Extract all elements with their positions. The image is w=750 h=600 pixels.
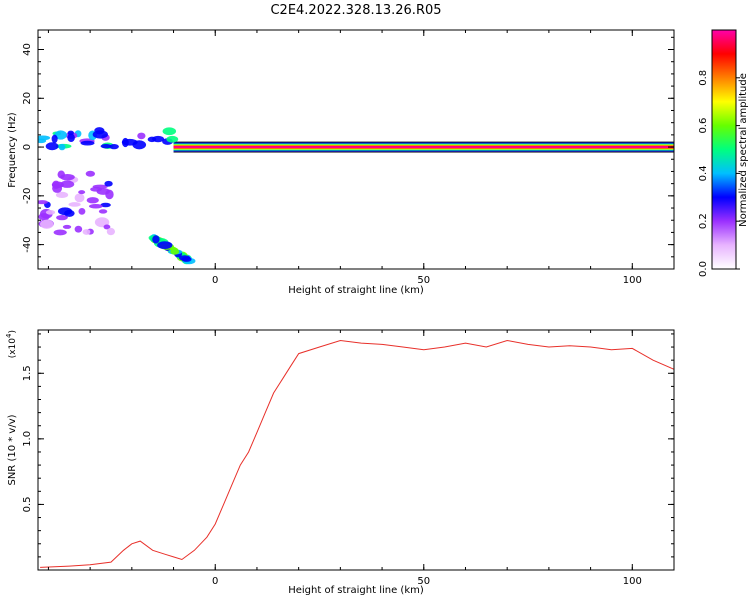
heat-blob (54, 130, 67, 140)
heat-blob (162, 127, 177, 136)
scale-prefix: (x10 (8, 338, 18, 359)
spec-xtick-label: 0 (212, 275, 218, 286)
snr-plot-area (40, 339, 674, 568)
snr-xlabel: Height of straight line (km) (288, 585, 424, 596)
spec-ytick-label: -20 (22, 188, 33, 204)
colorbar-label: Normalized spectral amplitude (738, 73, 749, 227)
colorbar-gradient (712, 30, 736, 269)
heat-blob (52, 183, 63, 193)
heat-blob (78, 208, 86, 215)
snr-scale-label: (x104) (5, 330, 18, 358)
snr-ytick-label: 1.5 (22, 365, 33, 381)
heat-blob (74, 193, 85, 203)
heat-blob (38, 200, 48, 205)
snr-xtick-label: 0 (212, 576, 218, 587)
snr-ticks: 0 50 100 0.5 1.0 1.5 (22, 330, 675, 587)
spec-ytick-label: -40 (22, 236, 33, 252)
heat-blob (40, 219, 54, 229)
snr-xtick-label: 100 (623, 576, 642, 587)
spectrogram-panel: 0 50 100 -40 -20 0 20 40 Height of straight lin… (7, 29, 675, 296)
colorbar-tick-label: 0.0 (698, 261, 709, 277)
scale-exponent: 4 (5, 333, 13, 338)
snr-ytick-label: 1.0 (22, 431, 33, 447)
heat-blob (67, 130, 74, 136)
snr-xtick-label: 50 (417, 576, 430, 587)
colorbar-tick-label: 0.2 (698, 213, 709, 229)
spec-xtick-label: 50 (417, 275, 430, 286)
spec-xtick-label: 100 (623, 275, 642, 286)
heat-blob (55, 191, 69, 199)
heat-blob (56, 214, 68, 221)
heat-blob (67, 133, 75, 143)
snr-ylabel: SNR (10 * v/v) (7, 414, 18, 485)
heat-blob (45, 210, 56, 215)
heat-blob (137, 132, 146, 140)
snr-frame (37, 329, 675, 571)
heat-blob (38, 135, 51, 141)
heat-blob (45, 142, 59, 151)
colorbar-ticks: 0.0 0.2 0.4 0.6 0.8 (698, 70, 740, 277)
heat-blob (152, 235, 160, 244)
colorbar-frame (711, 29, 737, 270)
heat-blob (60, 180, 75, 188)
spectrogram-heatmap (38, 127, 674, 265)
heat-blob (51, 134, 58, 144)
heat-blob (88, 204, 103, 209)
snr-panel: 0 50 100 0.5 1.0 1.5 Height of straight line … (5, 329, 675, 596)
heat-blob (104, 180, 113, 187)
spec-ytick-label: 40 (22, 43, 33, 56)
heat-blob (78, 190, 86, 195)
heat-blob (100, 143, 112, 149)
heat-blob (62, 224, 72, 229)
heat-blob (105, 189, 114, 200)
heat-blob (132, 140, 147, 150)
heat-blob (68, 202, 81, 207)
heat-band (173, 146, 674, 148)
heat-blob (60, 173, 75, 181)
heat-blob (170, 248, 180, 255)
heat-blob (147, 136, 157, 143)
spec-ytick-label: 0 (22, 144, 33, 150)
colorbar-tick-label: 0.4 (698, 165, 709, 181)
heat-blob (166, 135, 179, 143)
spec-ytick-label: 20 (22, 92, 33, 105)
heat-blob (106, 227, 116, 236)
heat-blob (58, 143, 66, 151)
heat-blob (82, 229, 91, 235)
figure-title: C2E4.2022.328.13.26.R05 (270, 3, 441, 18)
colorbar-tick-label: 0.6 (698, 118, 709, 134)
spectrogram-ylabel: Frequency (Hz) (7, 112, 18, 188)
spectrogram-ticks: 0 50 100 -40 -20 0 20 40 (22, 30, 675, 286)
heat-blob (92, 184, 108, 189)
heat-blob (122, 137, 129, 148)
heat-blob (92, 130, 108, 139)
heat-blob (103, 224, 111, 230)
heat-blob (100, 202, 111, 208)
heat-blob (86, 197, 99, 204)
heat-blob (38, 213, 50, 221)
heat-blob (85, 170, 96, 177)
heat-blob (178, 255, 191, 261)
heat-blob (64, 209, 75, 217)
heat-blob (157, 241, 173, 249)
snr-line (40, 339, 674, 568)
heat-blob (80, 140, 95, 146)
heat-blob (74, 225, 83, 233)
spectrogram-xlabel: Height of straight line (km) (288, 285, 424, 296)
snr-ytick-label: 0.5 (22, 496, 33, 512)
heat-blob (53, 229, 67, 236)
spectrogram-frame (37, 29, 675, 270)
heat-blob (109, 144, 119, 150)
colorbar-tick-label: 0.8 (698, 70, 709, 86)
heat-blob (98, 209, 108, 214)
colorbar: 0.0 0.2 0.4 0.6 0.8 Normalized spectral ampl… (698, 29, 749, 277)
svg-text:(x104): (x104) (5, 330, 18, 358)
